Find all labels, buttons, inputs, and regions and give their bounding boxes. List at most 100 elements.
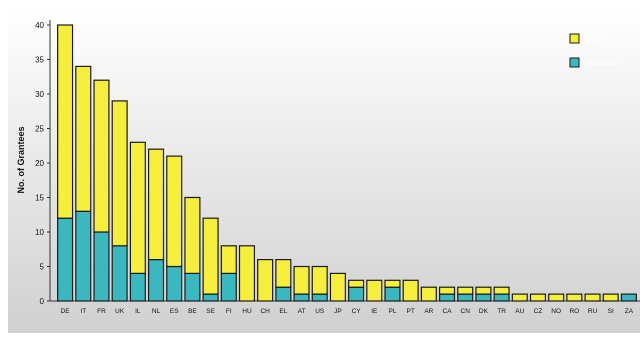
x-tick-label-de: DE xyxy=(61,308,71,315)
bar-male-dk xyxy=(475,286,492,295)
y-tick-label: 15 xyxy=(35,194,44,203)
bar-male-uk xyxy=(111,100,128,247)
bar-female-cn xyxy=(457,293,474,302)
bar-female-tr xyxy=(493,293,510,302)
x-tick-label-at: AT xyxy=(298,308,306,315)
bar-male-ar xyxy=(420,286,437,302)
x-tick-label-fr: FR xyxy=(97,308,106,315)
bar-male-au xyxy=(511,293,528,302)
x-tick-label-ch: CH xyxy=(260,308,270,315)
bar-male-be xyxy=(184,196,201,275)
bar-female-de xyxy=(57,217,74,302)
x-tick-label-ca: CA xyxy=(443,308,453,315)
x-tick-label-dk: DK xyxy=(479,308,489,315)
bar-female-se xyxy=(202,293,219,302)
bar-male-il xyxy=(129,141,146,275)
bar-male-it xyxy=(75,65,92,212)
y-tick-label: 0 xyxy=(40,297,45,306)
legend-swatch-male xyxy=(569,33,580,44)
y-tick-label: 40 xyxy=(35,21,44,30)
bar-female-us xyxy=(311,293,328,302)
bar-male-fi xyxy=(220,245,237,275)
x-tick-label-pt: PT xyxy=(407,308,415,315)
bar-male-ie xyxy=(366,279,383,302)
x-tick-label-ar: AR xyxy=(424,308,433,315)
x-tick-label-si: SI xyxy=(608,308,614,315)
bar-male-el xyxy=(275,259,292,288)
x-tick-label-se: SE xyxy=(206,308,215,315)
bar-male-cy xyxy=(348,279,365,288)
bar-male-us xyxy=(311,265,328,295)
x-tick-label-cy: CY xyxy=(352,308,362,315)
x-tick-label-au: AU xyxy=(515,308,524,315)
bar-female-be xyxy=(184,272,201,302)
bar-male-pt xyxy=(402,279,419,302)
bar-female-il xyxy=(129,272,146,302)
x-tick-label-el: EL xyxy=(279,308,287,315)
bar-male-cz xyxy=(529,293,547,302)
bar-female-fi xyxy=(220,272,237,302)
bar-female-uk xyxy=(111,245,128,302)
x-tick-label-no: NO xyxy=(551,308,561,315)
x-tick-labels: DE IT FR UK IL NL ES BE SE FI HU CH EL AT US JP CY IE PL PT… xyxy=(61,308,634,315)
bar-male-se xyxy=(202,217,219,295)
x-tick-label-za: ZA xyxy=(625,308,634,315)
bar-male-de xyxy=(57,24,74,219)
x-tick-label-us: US xyxy=(315,308,325,315)
bar-male-ro xyxy=(566,293,583,302)
bar-male-es xyxy=(166,155,183,268)
x-tick-label-uk: UK xyxy=(115,308,125,315)
y-tick-label: 5 xyxy=(40,263,45,272)
y-tick-label: 35 xyxy=(35,56,44,65)
bar-male-ca xyxy=(438,286,456,295)
x-tick-label-ro: RO xyxy=(569,308,579,315)
x-tick-label-tr: TR xyxy=(497,308,506,315)
legend-label-female: Female xyxy=(584,58,618,69)
y-tick-label: 20 xyxy=(35,159,44,168)
bar-male-ch xyxy=(257,259,274,302)
x-tick-label-pl: PL xyxy=(388,308,396,315)
y-tick-label: 10 xyxy=(35,228,44,237)
bar-male-si xyxy=(602,293,619,302)
x-tick-label-cn: CN xyxy=(461,308,471,315)
bar-male-ru xyxy=(584,293,601,302)
bar-male-tr xyxy=(493,286,510,295)
bar-male-cn xyxy=(457,286,474,295)
x-tick-label-es: ES xyxy=(170,308,179,315)
x-tick-label-be: BE xyxy=(188,308,197,315)
bar-male-hu xyxy=(238,245,256,302)
x-tick-label-hu: HU xyxy=(242,308,252,315)
x-tick-label-fi: FI xyxy=(226,308,232,315)
bar-female-za xyxy=(620,293,637,302)
bars xyxy=(57,24,637,302)
bar-male-jp xyxy=(329,272,346,302)
bar-female-it xyxy=(75,210,92,302)
legend-label-male: Male xyxy=(584,34,606,45)
bar-female-nl xyxy=(147,259,165,302)
x-tick-label-nl: NL xyxy=(152,308,161,315)
x-tick-label-it: IT xyxy=(80,308,86,315)
legend: Male Female xyxy=(569,33,618,69)
bar-female-es xyxy=(166,265,183,302)
y-tick-label: 25 xyxy=(35,125,44,134)
x-tick-label-jp: JP xyxy=(334,308,342,315)
bar-female-at xyxy=(293,293,310,302)
x-tick-label-ru: RU xyxy=(588,308,598,315)
y-axis-label: No. of Grantees xyxy=(16,126,26,193)
bar-female-ca xyxy=(438,293,456,302)
bar-male-fr xyxy=(93,79,110,233)
x-tick-label-cz: CZ xyxy=(534,308,543,315)
bar-female-pl xyxy=(384,286,401,302)
bar-female-dk xyxy=(475,293,492,302)
y-tick-labels: 0 5 10 15 20 25 30 35 40 xyxy=(35,21,50,306)
bar-female-el xyxy=(275,286,292,302)
legend-swatch-female xyxy=(569,57,580,68)
bar-female-fr xyxy=(93,231,110,302)
bar-male-pl xyxy=(384,279,401,288)
x-tick-label-ie: IE xyxy=(371,308,378,315)
bar-male-no xyxy=(548,293,565,302)
y-tick-label: 30 xyxy=(35,90,44,99)
bar-male-nl xyxy=(147,148,165,261)
